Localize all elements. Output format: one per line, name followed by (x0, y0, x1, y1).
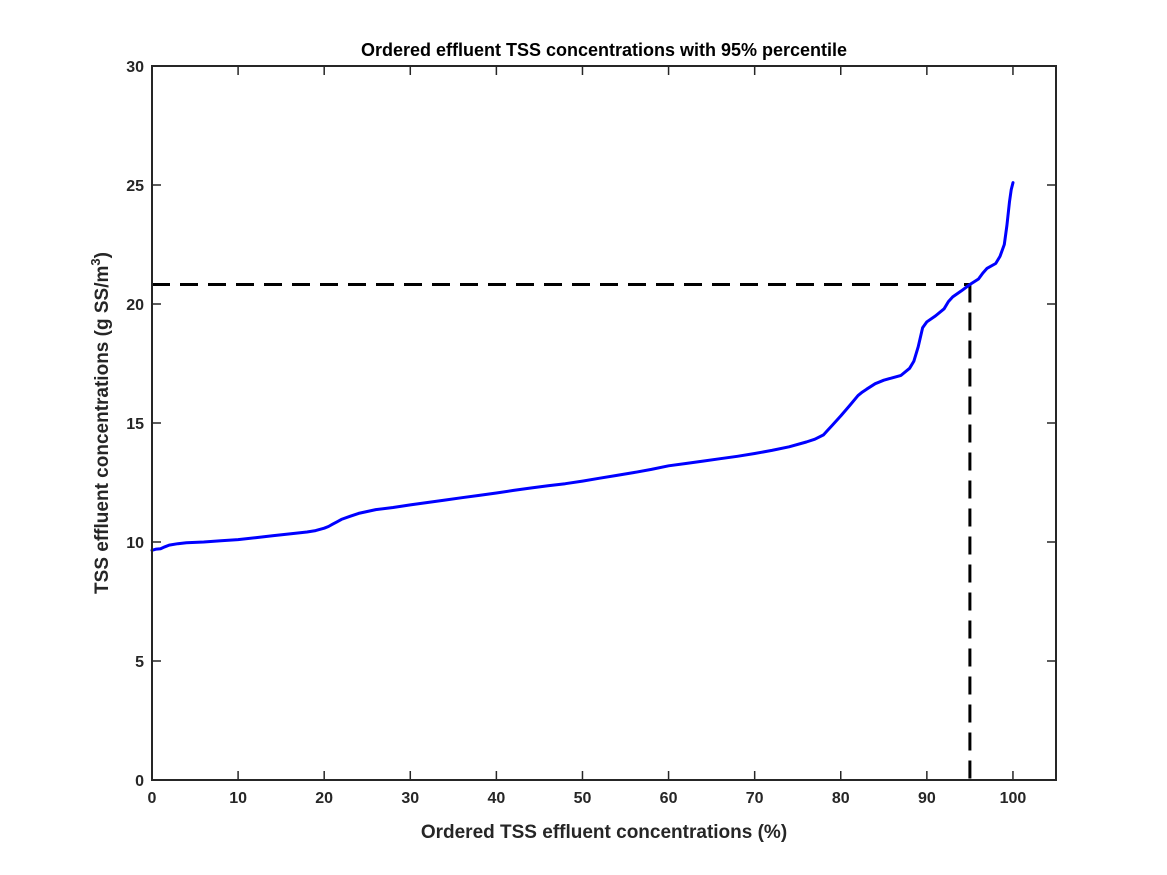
x-tick-label: 70 (746, 790, 764, 807)
y-tick-label: 25 (126, 178, 144, 195)
y-tick-label: 0 (135, 773, 144, 790)
x-tick-label: 80 (832, 790, 850, 807)
y-tick-label: 10 (126, 535, 144, 552)
x-tick-label: 30 (401, 790, 419, 807)
x-tick-label: 10 (229, 790, 247, 807)
x-axis-label: Ordered TSS effluent concentrations (%) (421, 822, 787, 843)
y-tick-label: 20 (126, 297, 144, 314)
y-tick-label: 15 (126, 416, 144, 433)
x-tick-label: 60 (660, 790, 678, 807)
y-tick-label: 5 (135, 654, 144, 671)
y-axis-label-superscript: 3 (88, 258, 103, 265)
plot-background (152, 66, 1056, 780)
x-tick-label: 40 (487, 790, 505, 807)
y-axis-label-close: ) (92, 252, 113, 258)
chart-title: Ordered effluent TSS concentrations with… (361, 40, 847, 60)
y-axis-label-main: TSS effluent concentrations (g SS/m (92, 266, 113, 594)
x-tick-label: 0 (148, 790, 157, 807)
x-tick-label: 90 (918, 790, 936, 807)
x-tick-label: 50 (574, 790, 592, 807)
y-axis-label: TSS effluent concentrations (g SS/m3) (88, 252, 113, 594)
y-tick-label: 30 (126, 59, 144, 76)
x-tick-label: 20 (315, 790, 333, 807)
x-tick-label: 100 (1000, 790, 1027, 807)
